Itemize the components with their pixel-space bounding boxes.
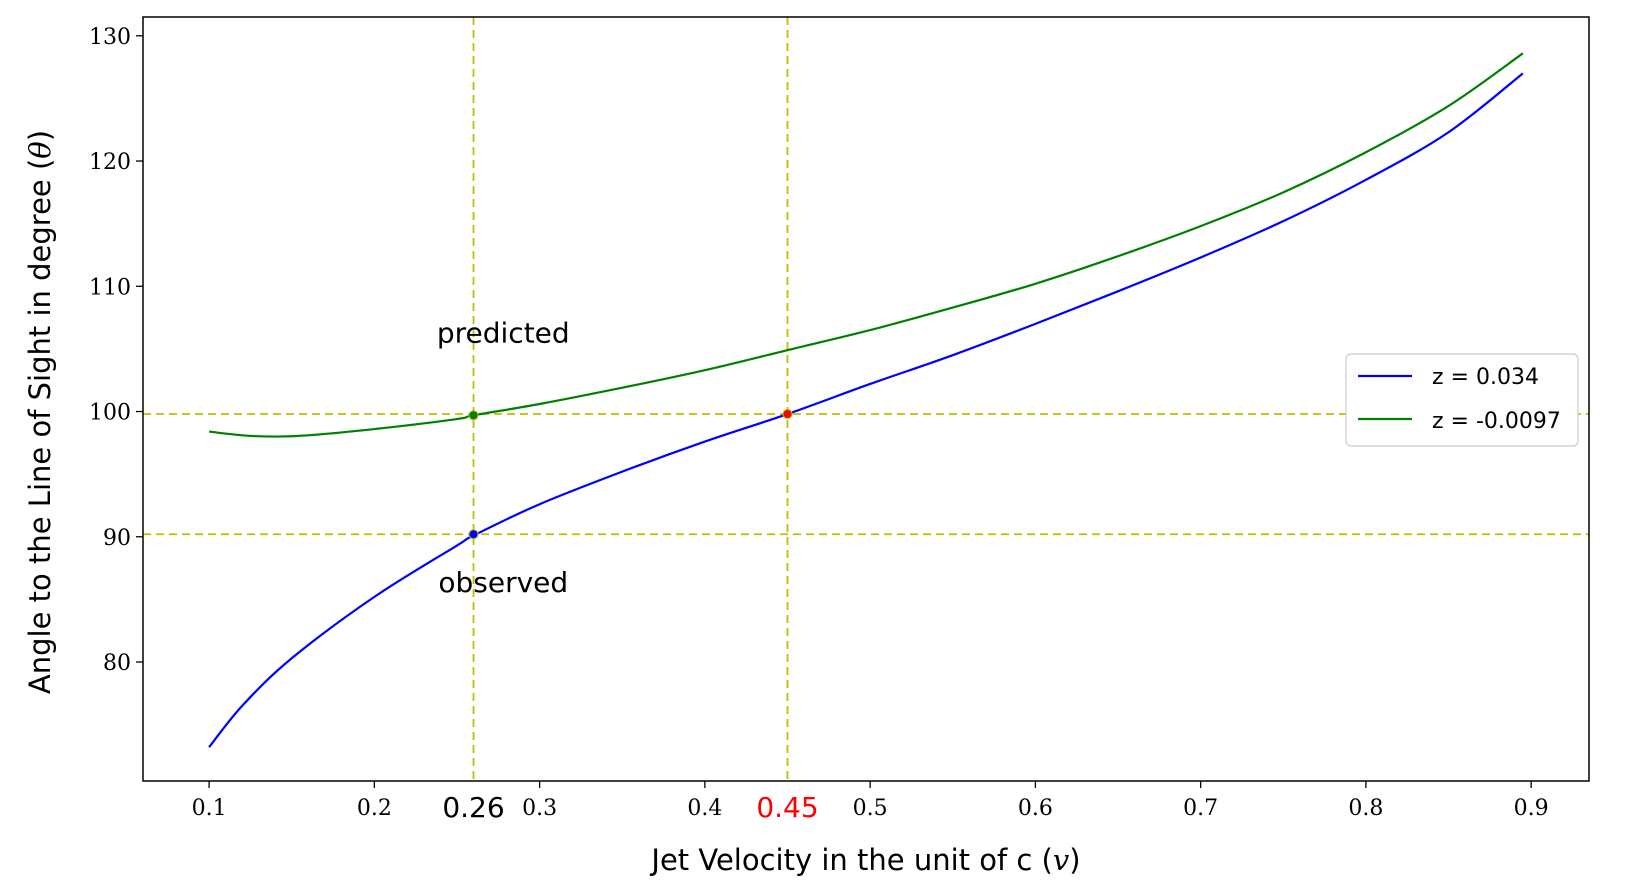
- y-tick-label-4: 120: [89, 150, 131, 175]
- x-tick-label-0: 0.1: [192, 796, 227, 821]
- special-x-labels: 0.26 0.45: [442, 791, 818, 824]
- y-tick-label-3: 110: [89, 275, 131, 300]
- y-axis-label: Angle to the Line of Sight in degree (θ): [23, 130, 57, 694]
- marker-point-1: [468, 529, 479, 540]
- series-line-0: [208, 72, 1524, 748]
- x-tick-label-3: 0.4: [687, 796, 722, 821]
- y-tick-label-2: 100: [89, 401, 131, 426]
- y-axis-ticks: 80 90 100 110 120 130: [89, 25, 143, 676]
- x-axis-ticks: 0.1 0.2 0.3 0.4 0.5 0.6 0.7 0.8 0.9: [192, 781, 1549, 821]
- series-line-1: [208, 52, 1524, 438]
- x-tick-label-2: 0.3: [522, 796, 557, 821]
- markers: [468, 409, 793, 540]
- x-tick-label-6: 0.7: [1183, 796, 1218, 821]
- reference-lines: [143, 17, 1589, 781]
- annotation-predicted: predicted: [437, 317, 570, 350]
- annotation-observed: observed: [438, 566, 568, 599]
- marker-point-2: [782, 409, 793, 420]
- x-tick-label-1: 0.2: [357, 796, 392, 821]
- x-tick-label-4: 0.5: [853, 796, 888, 821]
- x-tick-label-5: 0.6: [1018, 796, 1053, 821]
- legend-label-z--0.0097: z = -0.0097: [1432, 409, 1561, 434]
- y-tick-label-5: 130: [89, 25, 131, 50]
- x-axis-label: Jet Velocity in the unit of c (v): [649, 843, 1080, 877]
- plot-frame: [142, 16, 1590, 782]
- x-tick-label-7: 0.8: [1348, 796, 1383, 821]
- marker-point-0: [468, 410, 479, 421]
- y-tick-label-0: 80: [103, 651, 131, 676]
- y-tick-label-1: 90: [103, 526, 131, 551]
- special-x-label-0.45: 0.45: [756, 791, 818, 824]
- annotations: predicted observed: [437, 317, 570, 599]
- legend-label-z-0.034: z = 0.034: [1432, 365, 1539, 390]
- legend: z = 0.034 z = -0.0097: [1345, 353, 1579, 447]
- x-tick-label-8: 0.9: [1514, 796, 1549, 821]
- special-x-label-0.26: 0.26: [442, 791, 504, 824]
- series-curves: [208, 52, 1524, 748]
